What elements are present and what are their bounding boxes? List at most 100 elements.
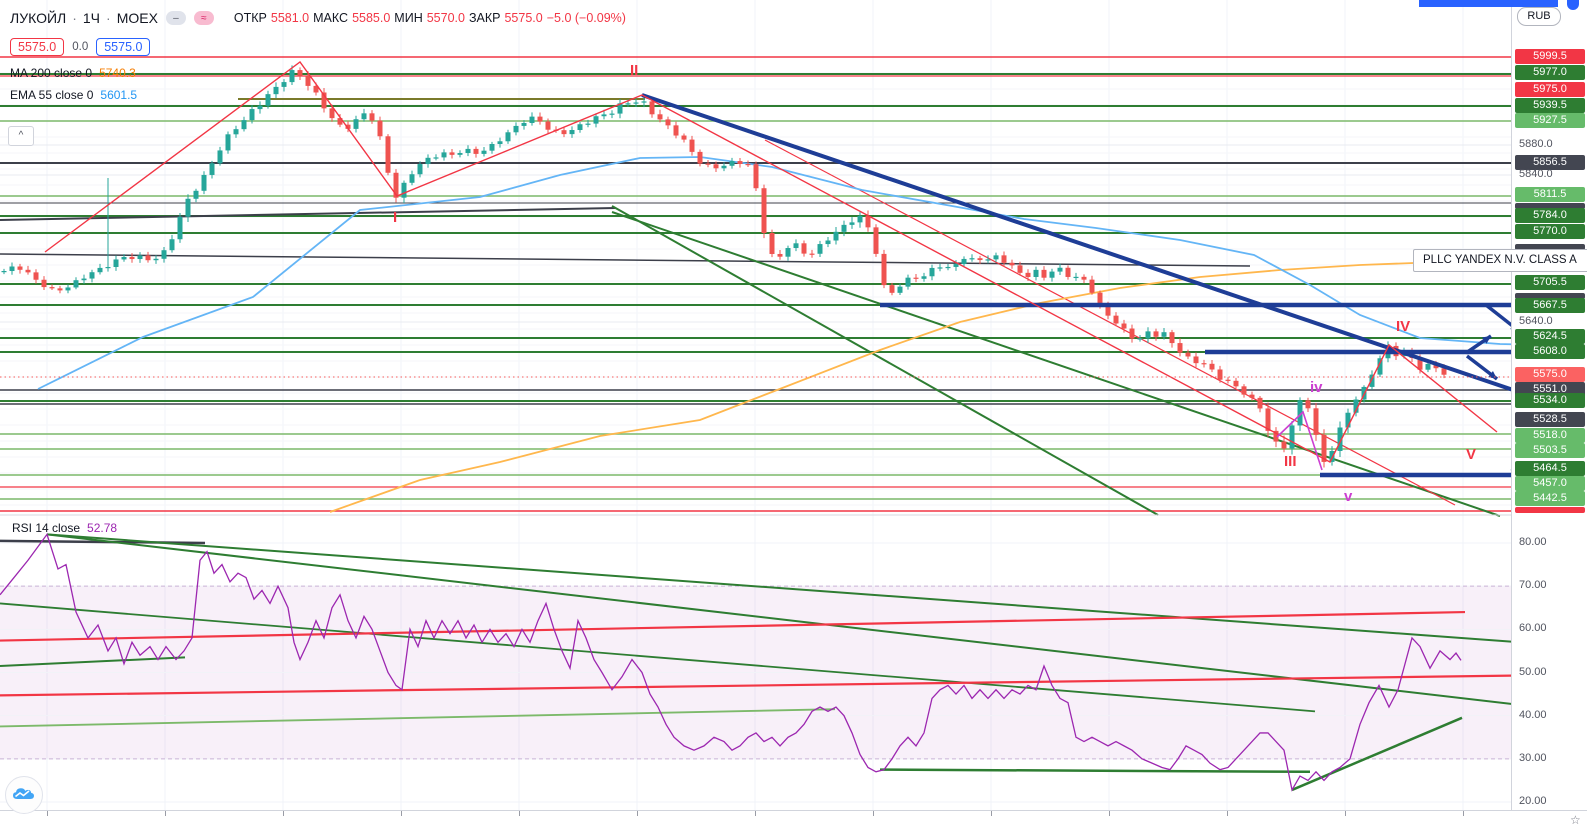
candle-body xyxy=(489,143,495,151)
high-value: 5585.0 xyxy=(352,11,391,25)
candle-body xyxy=(1441,368,1447,375)
rsi-axis-label: 40.00 xyxy=(1519,708,1547,721)
ma200-line xyxy=(329,261,1511,513)
candle-body xyxy=(225,134,231,151)
candle-body xyxy=(793,243,799,249)
candle-body xyxy=(353,119,359,129)
candle-body xyxy=(1321,434,1327,462)
candle-body xyxy=(761,188,767,234)
candle-body xyxy=(969,258,975,260)
time-tick xyxy=(1109,811,1110,816)
candle-body xyxy=(1169,332,1175,344)
account-icon[interactable] xyxy=(1561,0,1585,11)
candle-body xyxy=(257,105,263,110)
buy-button[interactable]: 5575.0 xyxy=(96,38,151,56)
candle-body xyxy=(129,256,135,260)
wave-label-II: II xyxy=(630,62,639,79)
candle-body xyxy=(633,102,639,104)
candle-body xyxy=(1161,332,1167,337)
exchange-label[interactable]: MOEX xyxy=(116,10,158,26)
candle-body xyxy=(1265,408,1271,431)
trend-line xyxy=(611,211,1501,517)
candle-body xyxy=(1129,328,1135,339)
star-icon[interactable]: ☆ xyxy=(1570,813,1581,827)
candle-body xyxy=(497,141,503,144)
candle-body xyxy=(1305,400,1311,409)
ema-indicator-row[interactable]: EMA 55 close 0 5601.5 xyxy=(10,88,137,102)
spread-value: 0.0 xyxy=(72,41,89,53)
candle-body xyxy=(729,161,735,166)
rsi-axis-label: 70.00 xyxy=(1519,579,1547,592)
candle-body xyxy=(449,152,455,155)
candle-body xyxy=(881,253,887,286)
candle-body xyxy=(857,215,863,223)
collapse-indicators-button[interactable]: ^ xyxy=(8,126,34,146)
top-toolbar-strip[interactable] xyxy=(1419,0,1558,7)
candle-body xyxy=(1417,357,1423,370)
candle-body xyxy=(1313,408,1319,435)
wave-label-III: III xyxy=(1284,453,1297,470)
candle-body xyxy=(313,85,319,93)
candle-body xyxy=(265,94,271,106)
price-axis-label: 5975.0 xyxy=(1515,82,1585,97)
candle-body xyxy=(905,277,911,287)
candle-body xyxy=(65,287,71,291)
candle-body xyxy=(657,114,663,120)
candle-body xyxy=(1217,369,1223,380)
candle-body xyxy=(361,113,367,120)
candle-body xyxy=(777,253,783,257)
ma-indicator-row[interactable]: MA 200 close 0 5740.3 xyxy=(10,66,136,80)
chart-canvas[interactable] xyxy=(0,0,1511,810)
candle-body xyxy=(169,239,175,251)
approx-icon[interactable]: ≈ xyxy=(193,11,214,25)
price-axis-label: 5503.5 xyxy=(1515,443,1585,458)
trend-line xyxy=(0,207,616,221)
trend-line xyxy=(611,205,1159,516)
candle-body xyxy=(785,248,791,257)
candle-body xyxy=(1,271,7,273)
candle-body xyxy=(1145,331,1151,339)
candle-body xyxy=(1025,272,1031,277)
time-axis[interactable] xyxy=(0,810,1587,827)
time-tick xyxy=(283,811,284,816)
candle-body xyxy=(321,92,327,109)
broker-logo-icon[interactable] xyxy=(5,776,43,814)
symbol-title[interactable]: ЛУКОЙЛ xyxy=(10,10,67,26)
wave-label-IV: IV xyxy=(1396,318,1411,335)
rsi-axis-label: 80.00 xyxy=(1519,536,1547,548)
candle-body xyxy=(393,172,399,198)
candle-body xyxy=(1353,399,1359,413)
candle-body xyxy=(89,272,95,279)
candle-body xyxy=(921,276,927,279)
candle-body xyxy=(625,103,631,105)
currency-toggle-button[interactable]: RUB xyxy=(1517,7,1561,26)
price-axis-label: 5640.0 xyxy=(1519,315,1553,327)
candle-body xyxy=(1081,276,1087,280)
price-axis-label: 5977.0 xyxy=(1515,65,1585,80)
time-tick xyxy=(991,811,992,816)
minus-icon[interactable]: – xyxy=(165,11,186,25)
wave-label-I: I xyxy=(393,209,398,226)
price-axis[interactable]: 5999.5 5977.0 5975.0 5939.5 5927.5 5880.0 5856… xyxy=(1511,0,1587,810)
price-axis-label: 5999.5 xyxy=(1515,49,1585,64)
candle-body xyxy=(1137,338,1143,340)
candle-body xyxy=(913,277,919,279)
sell-button[interactable]: 5575.0 xyxy=(10,38,65,56)
candle-body xyxy=(217,150,223,164)
price-axis-label: 5528.5 xyxy=(1515,412,1585,427)
candle-body xyxy=(473,148,479,154)
interval-label[interactable]: 1Ч xyxy=(82,10,101,26)
candle-body xyxy=(1049,271,1055,278)
rsi-axis-label: 30.00 xyxy=(1519,751,1547,764)
rsi-indicator-row[interactable]: RSI 14 close 52.78 xyxy=(12,521,117,535)
candle-body xyxy=(329,108,335,119)
price-axis-label: 5608.0 xyxy=(1515,344,1585,359)
time-tick xyxy=(401,811,402,816)
time-tick xyxy=(1345,811,1346,816)
time-tick xyxy=(47,811,48,816)
candle-body xyxy=(57,288,63,291)
candle-body xyxy=(465,148,471,154)
candle-body xyxy=(769,233,775,254)
candle-body xyxy=(177,216,183,240)
price-axis-label: 5518.0 xyxy=(1515,428,1585,443)
